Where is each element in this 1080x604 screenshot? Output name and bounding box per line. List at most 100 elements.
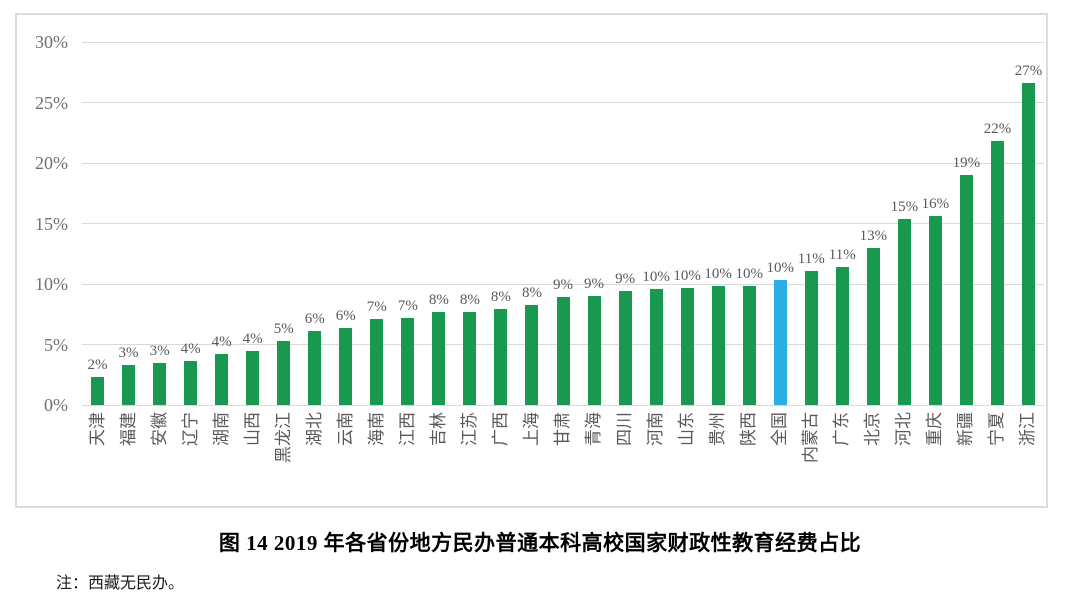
category-label-text: 江苏: [459, 412, 479, 446]
bar-吉林: [432, 311, 446, 405]
y-axis-tick-label: 15%: [35, 213, 68, 234]
bar-value-label: 4%: [242, 330, 263, 347]
bar-value-label: 22%: [983, 121, 1012, 138]
y-axis-tick-label: 0%: [44, 395, 68, 415]
bar-value-label: 11%: [797, 250, 825, 267]
bar-重庆: [928, 216, 942, 405]
y-axis-tick-label: 25%: [35, 92, 68, 113]
bar-value-label: 2%: [87, 357, 108, 374]
category-label-text: 浙江: [1018, 412, 1038, 446]
gridline: [82, 162, 1044, 164]
bar-value-label: 7%: [397, 297, 418, 314]
y-axis-tick-label: 5%: [44, 334, 68, 355]
bar-河北: [897, 218, 911, 405]
bar-全国: [773, 280, 787, 405]
category-label-text: 黑龙江: [273, 412, 293, 463]
category-label-text: 内蒙古: [801, 412, 821, 463]
bar-value-label: 10%: [704, 266, 732, 283]
bar-湖北: [308, 331, 322, 405]
gridline: [82, 102, 1044, 103]
bar-四川: [618, 291, 632, 405]
bar-青海: [587, 296, 601, 405]
category-label-text: 河北: [894, 412, 914, 446]
bar-value-label: 13%: [859, 227, 888, 244]
bar-广东: [835, 267, 849, 405]
category-label-text: 广西: [490, 412, 510, 446]
y-axis-tick-label: 20%: [35, 153, 68, 173]
category-label-text: 陕西: [739, 412, 759, 446]
bar-value-label: 8%: [459, 291, 480, 308]
gridline: [82, 404, 1044, 406]
category-label-text: 宁夏: [987, 412, 1007, 446]
bar-云南: [339, 327, 353, 405]
bar-value-label: 19%: [952, 155, 981, 172]
category-label-text: 安徽: [149, 412, 169, 446]
category-label-text: 广东: [832, 412, 852, 446]
bar-新疆: [959, 175, 973, 405]
bar-河南: [649, 288, 663, 405]
bar-value-label: 9%: [615, 271, 636, 288]
bar-value-label: 10%: [673, 267, 701, 284]
category-label-text: 湖南: [211, 412, 231, 446]
figure-note: 注：西藏无民办。: [56, 575, 185, 592]
bar-北京: [866, 247, 880, 405]
bar-value-label: 15%: [890, 198, 919, 215]
category-label-text: 上海: [521, 412, 541, 446]
bar-福建: [122, 365, 136, 405]
bar-贵州: [711, 286, 725, 405]
figure-caption: 图 14 2019 年各省份地方民办普通本科高校国家财政性教育经费占比: [218, 531, 862, 555]
category-label-text: 四川: [615, 412, 635, 446]
bar-海南: [370, 319, 384, 405]
category-label-text: 云南: [335, 412, 355, 446]
category-label-text: 天津: [87, 412, 107, 446]
bar-value-label: 27%: [1014, 63, 1043, 80]
y-axis-tick-label: 30%: [35, 32, 68, 52]
bar-黑龙江: [277, 340, 291, 405]
bar-甘肃: [556, 297, 570, 405]
bar-value-label: 4%: [180, 341, 201, 358]
category-label-text: 江西: [397, 412, 417, 446]
bar-value-label: 10%: [766, 260, 794, 277]
bar-内蒙古: [804, 270, 818, 405]
bar-value-label: 4%: [211, 334, 232, 351]
bar-value-label: 8%: [428, 291, 449, 308]
plot-area: 0% 5% 10% 15% 20% 25% 30% 2% 天津 3% 福建 3% 安徽 4% 辽宁 4% 湖南 4…: [35, 33, 1044, 463]
category-label-text: 山东: [677, 412, 697, 446]
bar-value-label: 9%: [553, 277, 573, 294]
category-label-text: 贵州: [708, 412, 728, 446]
category-label-text: 福建: [118, 412, 138, 446]
bar-value-label: 9%: [584, 276, 605, 293]
bar-安徽: [153, 362, 167, 405]
bar-value-label: 10%: [642, 268, 670, 285]
category-label-text: 吉林: [428, 412, 448, 446]
bar-山东: [680, 287, 694, 405]
gridline: [82, 283, 1044, 285]
bar-value-label: 16%: [921, 196, 950, 213]
category-label-text: 湖北: [304, 412, 324, 446]
category-label-text: 新疆: [956, 412, 976, 446]
bar-value-label: 8%: [490, 289, 511, 306]
category-label-text: 青海: [584, 412, 604, 446]
gridline: [82, 223, 1044, 224]
bar-value-label: 11%: [828, 247, 856, 264]
bar-山西: [246, 350, 260, 405]
bar-广西: [494, 309, 508, 405]
bar-上海: [525, 304, 539, 405]
category-label-text: 甘肃: [553, 412, 572, 446]
bar-浙江: [1021, 83, 1035, 405]
bar-辽宁: [184, 361, 198, 405]
bar-天津: [91, 377, 105, 405]
category-label-text: 河南: [646, 412, 666, 446]
bar-陕西: [742, 286, 756, 405]
bar-value-label: 3%: [118, 345, 139, 362]
bar-湖南: [215, 354, 229, 405]
bar-value-label: 7%: [366, 299, 387, 316]
bar-江苏: [463, 311, 477, 405]
bar-value-label: 3%: [149, 342, 170, 359]
bar-value-label: 6%: [335, 307, 356, 324]
bar-宁夏: [990, 141, 1004, 405]
bar-value-label: 6%: [304, 311, 325, 328]
bar-value-label: 10%: [735, 266, 763, 283]
y-axis-tick-label: 10%: [35, 274, 68, 294]
